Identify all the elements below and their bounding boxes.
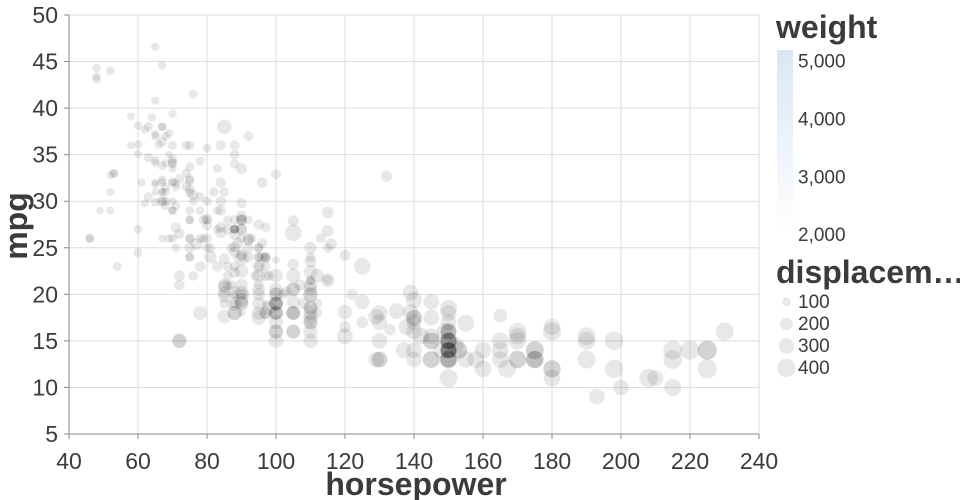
svg-text:80: 80 (194, 448, 220, 474)
svg-text:horsepower: horsepower (325, 466, 506, 500)
svg-text:100: 100 (257, 448, 295, 474)
svg-text:20: 20 (32, 281, 58, 307)
svg-text:weight: weight (775, 9, 878, 45)
svg-text:5,000: 5,000 (798, 52, 846, 73)
svg-text:25: 25 (32, 235, 58, 261)
svg-text:200: 200 (602, 448, 640, 474)
svg-text:10: 10 (32, 374, 58, 400)
svg-text:40: 40 (56, 448, 82, 474)
svg-text:15: 15 (32, 328, 58, 354)
svg-text:2,000: 2,000 (798, 225, 846, 246)
svg-text:35: 35 (32, 142, 58, 168)
svg-text:displacem…: displacem… (776, 254, 960, 290)
svg-text:30: 30 (32, 188, 58, 214)
svg-text:45: 45 (32, 49, 58, 75)
svg-text:400: 400 (798, 358, 830, 379)
svg-text:50: 50 (32, 2, 58, 28)
svg-text:60: 60 (125, 448, 151, 474)
svg-text:240: 240 (740, 448, 778, 474)
svg-text:180: 180 (533, 448, 571, 474)
svg-text:mpg: mpg (0, 192, 34, 260)
svg-text:300: 300 (798, 336, 830, 357)
svg-text:3,000: 3,000 (798, 168, 846, 189)
svg-text:220: 220 (671, 448, 709, 474)
svg-text:40: 40 (32, 95, 58, 121)
svg-text:4,000: 4,000 (798, 110, 846, 131)
svg-text:100: 100 (798, 292, 830, 313)
svg-text:5: 5 (45, 421, 58, 447)
svg-text:200: 200 (798, 314, 830, 335)
